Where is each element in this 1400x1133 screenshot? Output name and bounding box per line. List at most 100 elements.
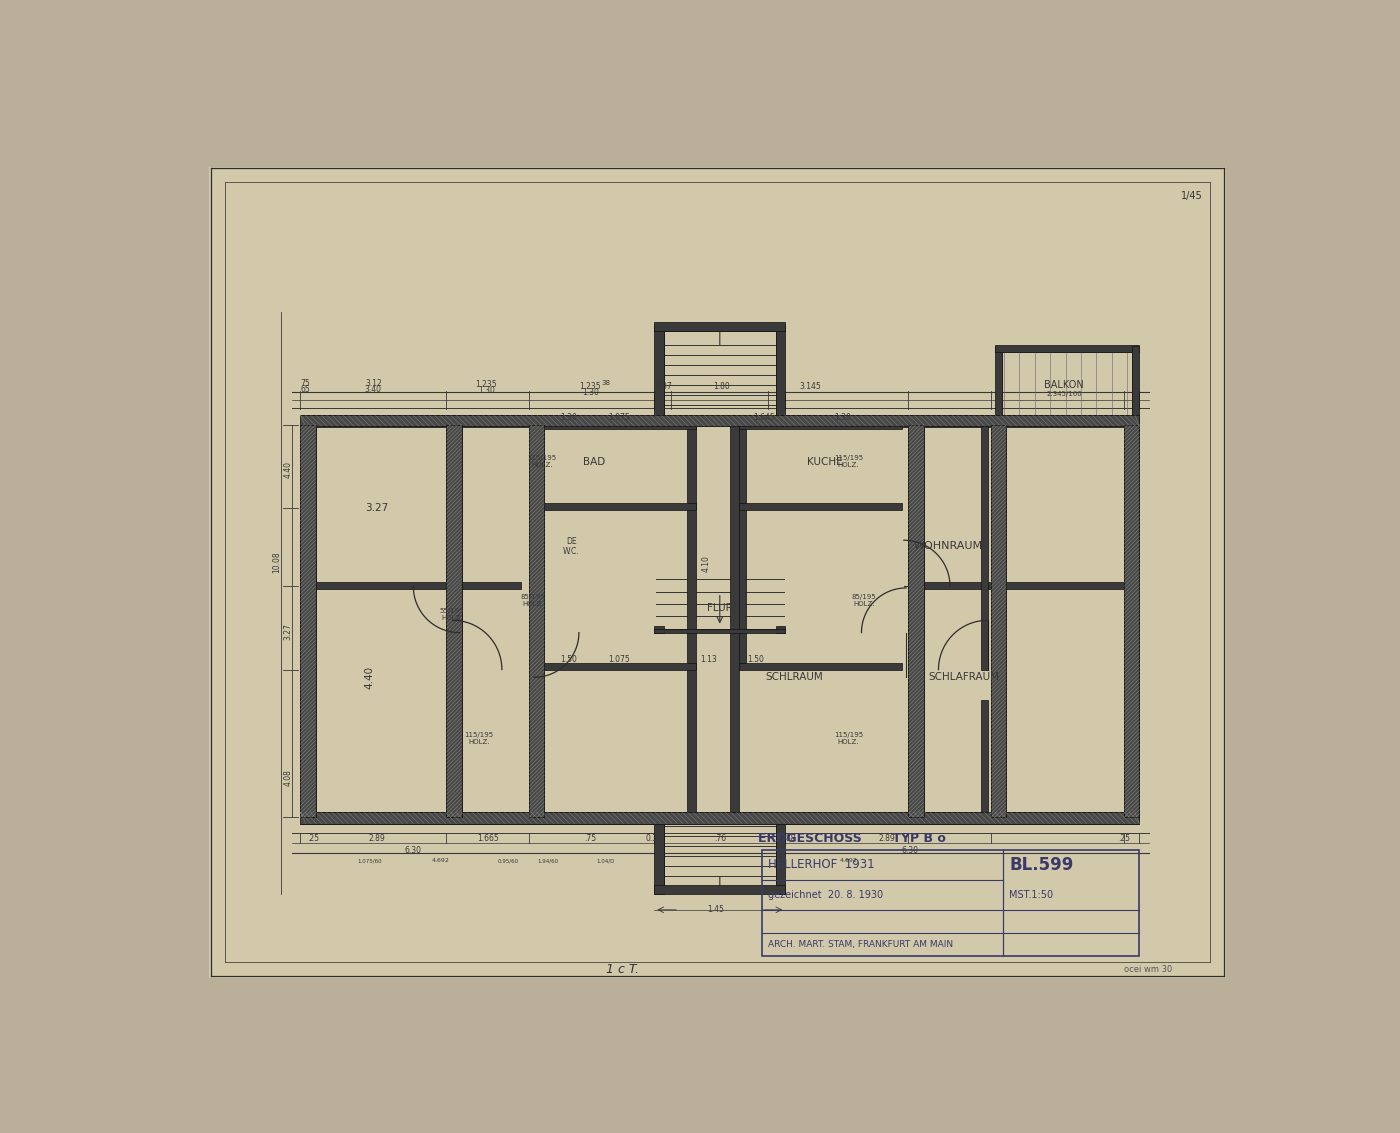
Text: WOHNRAUM: WOHNRAUM (914, 542, 983, 552)
Text: 4.692: 4.692 (840, 858, 857, 863)
Text: 2.89: 2.89 (368, 835, 385, 843)
Text: HELLERHOF  1931: HELLERHOF 1931 (769, 859, 875, 871)
Bar (654, 627, 664, 632)
Bar (529, 425, 545, 817)
Bar (739, 663, 903, 670)
Text: 1.50: 1.50 (560, 655, 577, 664)
Text: DE
W.C.: DE W.C. (563, 537, 580, 556)
Text: 65: 65 (301, 385, 311, 394)
Text: 1.45: 1.45 (707, 905, 724, 914)
Text: .76: .76 (714, 835, 725, 843)
Bar (739, 503, 903, 510)
Text: 1.80: 1.80 (713, 382, 729, 391)
Bar (909, 425, 924, 817)
Bar (981, 700, 988, 812)
Text: 1.50: 1.50 (748, 655, 764, 664)
Text: 3.27: 3.27 (283, 623, 293, 639)
Text: 1/45: 1/45 (1180, 190, 1203, 201)
Text: 38: 38 (602, 381, 610, 386)
Text: .25: .25 (1119, 835, 1130, 843)
Text: ARCH. MART. STAM, FRANKFURT AM MAIN: ARCH. MART. STAM, FRANKFURT AM MAIN (769, 940, 953, 949)
Text: SCHLRAUM: SCHLRAUM (766, 672, 823, 682)
Text: 1.075/60: 1.075/60 (357, 858, 382, 863)
Bar (300, 425, 315, 817)
Text: 1.645: 1.645 (753, 412, 774, 421)
Bar (739, 421, 903, 428)
Text: 1.665: 1.665 (477, 835, 498, 843)
Text: 1 c T.: 1 c T. (606, 963, 638, 977)
Bar (309, 812, 689, 823)
Bar (776, 824, 785, 894)
Text: 85/195
HOLZ.: 85/195 HOLZ. (851, 594, 876, 607)
Text: 115/195
HOLZ.: 115/195 HOLZ. (834, 455, 862, 468)
Bar (300, 425, 309, 812)
Text: 6.30: 6.30 (902, 846, 918, 855)
Bar (447, 425, 462, 817)
Bar (739, 426, 746, 668)
Text: 10.08: 10.08 (273, 551, 281, 572)
Bar (1124, 425, 1140, 817)
Bar (1130, 425, 1140, 812)
Text: FLUR: FLUR (707, 603, 732, 613)
Text: BALKON: BALKON (1044, 380, 1084, 390)
Bar (535, 426, 542, 668)
Text: 1.30: 1.30 (560, 412, 577, 421)
Text: BAD: BAD (584, 457, 605, 467)
Bar (729, 425, 739, 812)
Text: MST.1:50: MST.1:50 (1009, 889, 1053, 900)
Text: 3.12: 3.12 (365, 378, 382, 387)
Text: ERDGESCHOSS       TYP B o: ERDGESCHOSS TYP B o (759, 833, 946, 845)
Text: 1.235: 1.235 (476, 381, 497, 389)
Bar (776, 627, 785, 632)
Bar (309, 581, 521, 589)
Text: 75: 75 (301, 378, 311, 387)
Bar (535, 421, 696, 428)
Text: 1.30: 1.30 (477, 386, 496, 395)
Bar (452, 417, 459, 670)
Text: KUCHE: KUCHE (808, 457, 843, 467)
Text: 4.10: 4.10 (701, 555, 710, 572)
Text: 115/195
HOLZ.: 115/195 HOLZ. (465, 732, 493, 746)
Bar (981, 417, 988, 670)
Bar (729, 812, 1131, 823)
Bar (654, 824, 664, 894)
Bar (762, 850, 1140, 956)
Bar (994, 347, 1002, 426)
Text: 3.145: 3.145 (799, 382, 820, 391)
Text: BL.599: BL.599 (1009, 855, 1074, 874)
Text: .75: .75 (584, 835, 596, 843)
Bar (991, 425, 1007, 817)
Text: 3.27: 3.27 (365, 503, 389, 513)
Text: 0.30: 0.30 (645, 835, 662, 843)
Text: 4.692: 4.692 (431, 858, 449, 863)
Text: 4.08: 4.08 (283, 769, 293, 786)
Text: 1.235: 1.235 (580, 382, 601, 391)
Text: 1.30: 1.30 (834, 412, 851, 421)
Bar (1131, 347, 1140, 426)
Bar (776, 325, 785, 426)
Text: 4.40: 4.40 (364, 666, 374, 689)
Text: 1.13: 1.13 (700, 655, 717, 664)
Text: 1.075: 1.075 (608, 655, 630, 664)
Text: 3.40: 3.40 (365, 385, 382, 394)
Text: 55/195
HOLZ.: 55/195 HOLZ. (440, 607, 465, 621)
Text: 2.345/160: 2.345/160 (1046, 391, 1082, 397)
Bar (654, 629, 785, 632)
Text: gezeichnet  20. 8. 1930: gezeichnet 20. 8. 1930 (769, 889, 883, 900)
Text: 2.87: 2.87 (655, 382, 672, 391)
Text: 115/195
HOLZ.: 115/195 HOLZ. (528, 455, 557, 468)
Bar (452, 700, 459, 812)
Text: 1.888: 1.888 (774, 835, 797, 843)
Text: 4.40: 4.40 (283, 461, 293, 478)
Bar (309, 417, 689, 427)
Text: 0.95/60: 0.95/60 (497, 858, 518, 863)
Text: 1.30: 1.30 (582, 387, 599, 397)
Bar (654, 885, 785, 894)
Bar (300, 415, 1140, 426)
Bar (535, 503, 696, 510)
Text: ocei wm 30: ocei wm 30 (1124, 965, 1172, 974)
Text: 1.075: 1.075 (608, 412, 630, 421)
Bar (687, 425, 696, 812)
Bar (729, 417, 1131, 427)
Text: 6.30: 6.30 (405, 846, 421, 855)
